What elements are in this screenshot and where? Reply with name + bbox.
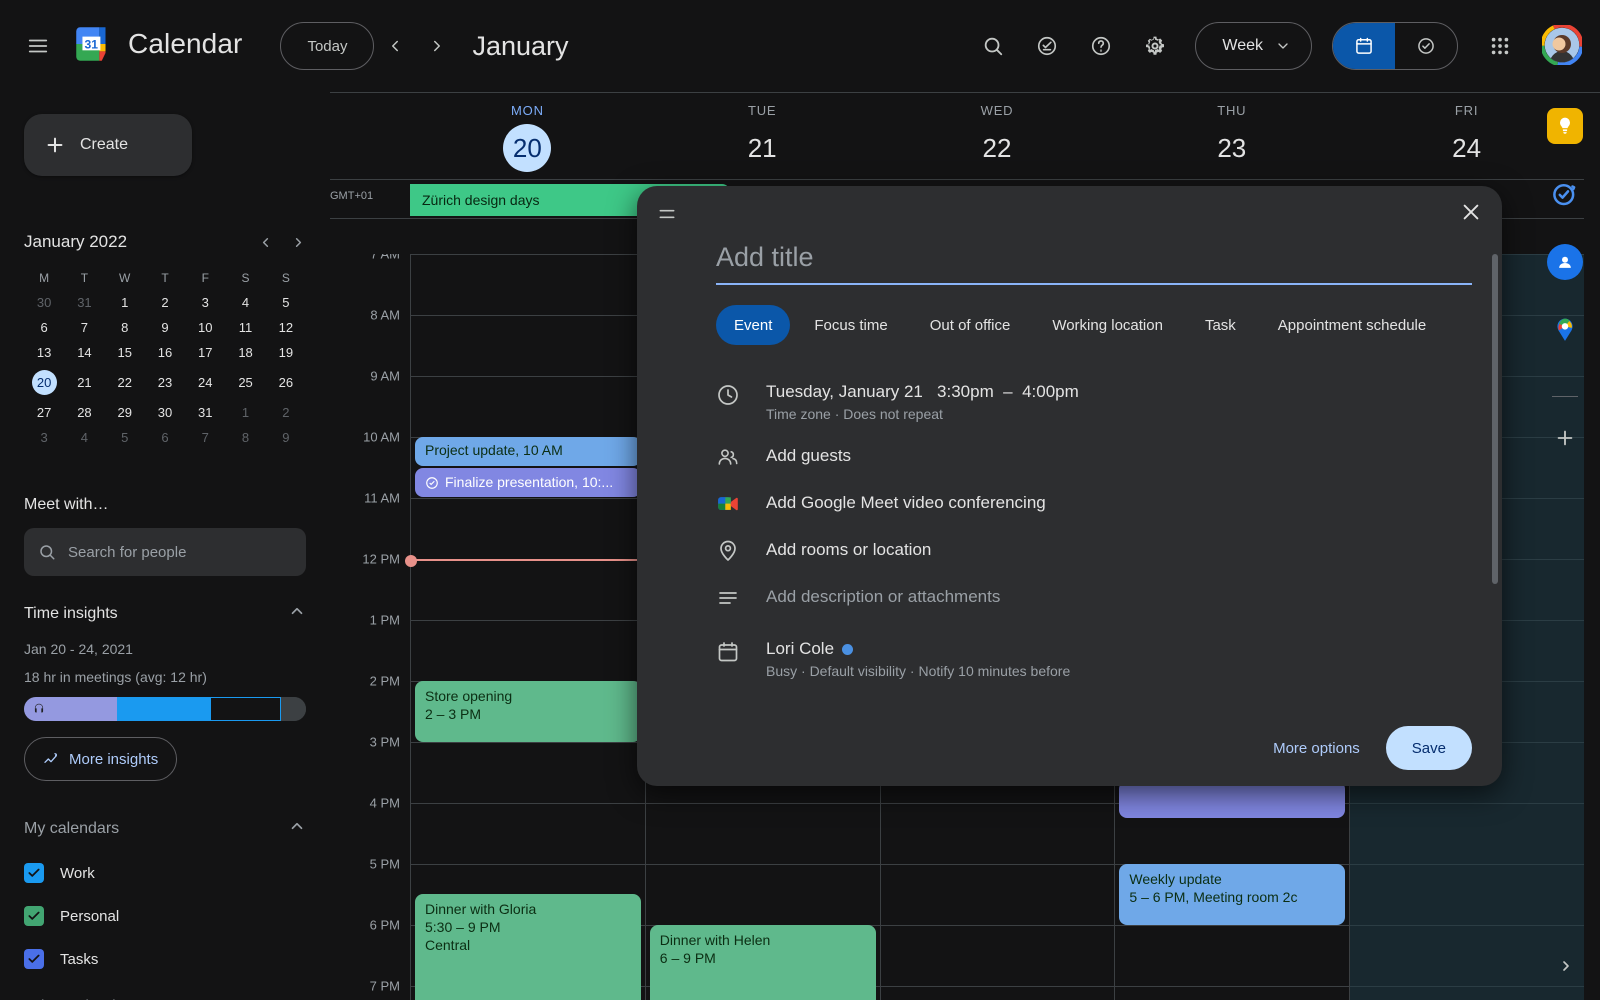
svg-text:31: 31 xyxy=(84,37,98,51)
